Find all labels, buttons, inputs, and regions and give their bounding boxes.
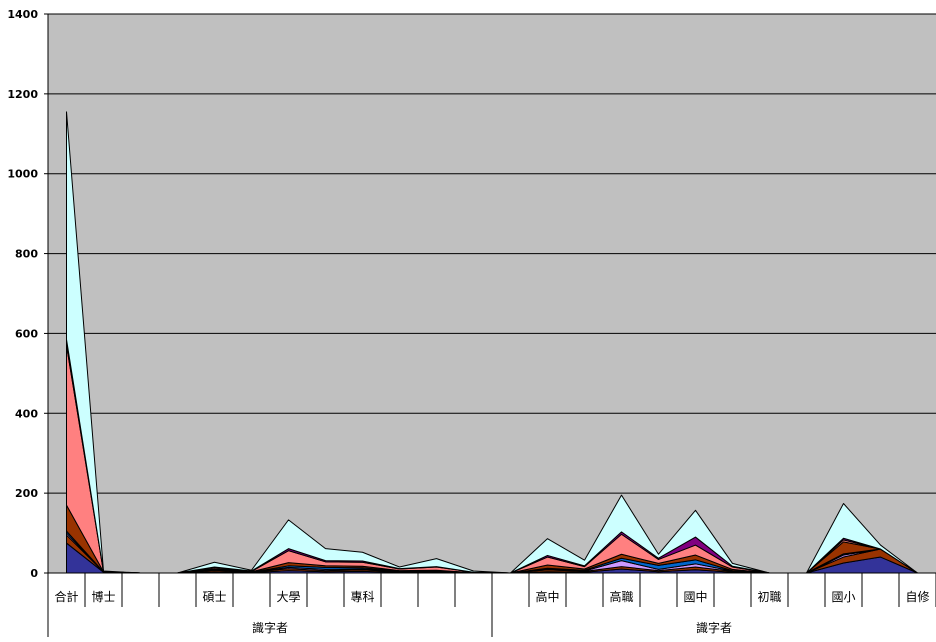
x-tick-label: 專科 [350,590,374,604]
y-tick-label: 0 [30,567,38,580]
group-label-1: 識字者 [252,620,288,635]
y-tick-label: 1200 [7,88,38,101]
gridlines [48,13,936,494]
plot-area [48,14,936,573]
x-tick-label: 高中 [535,589,559,604]
x-tick-label: 合計 [54,589,78,604]
x-tick-label: 國小 [831,590,855,604]
group-label-2: 識字者 [696,620,732,635]
area-series-8 [66,111,918,574]
y-tick-label: 200 [15,487,38,500]
x-tick-label: 大學 [276,590,300,604]
x-tick-label: 碩士 [202,590,226,604]
x-tick-label: 博士 [91,589,115,604]
y-tick-label: 800 [15,248,38,261]
y-tick-label: 600 [15,327,38,340]
x-tick-label: 初職 [757,590,781,604]
x-tick-label: 國中 [683,589,707,604]
y-tick-label: 400 [15,407,38,420]
y-axis: 0 200 400 600 800 1000 1200 1400 [7,8,49,580]
x-tick-label: 高職 [609,589,633,604]
y-tick-label: 1400 [7,8,38,21]
x-tick-label: 自修 [905,589,929,604]
area-series [66,111,918,574]
y-tick-label: 1000 [7,168,38,181]
